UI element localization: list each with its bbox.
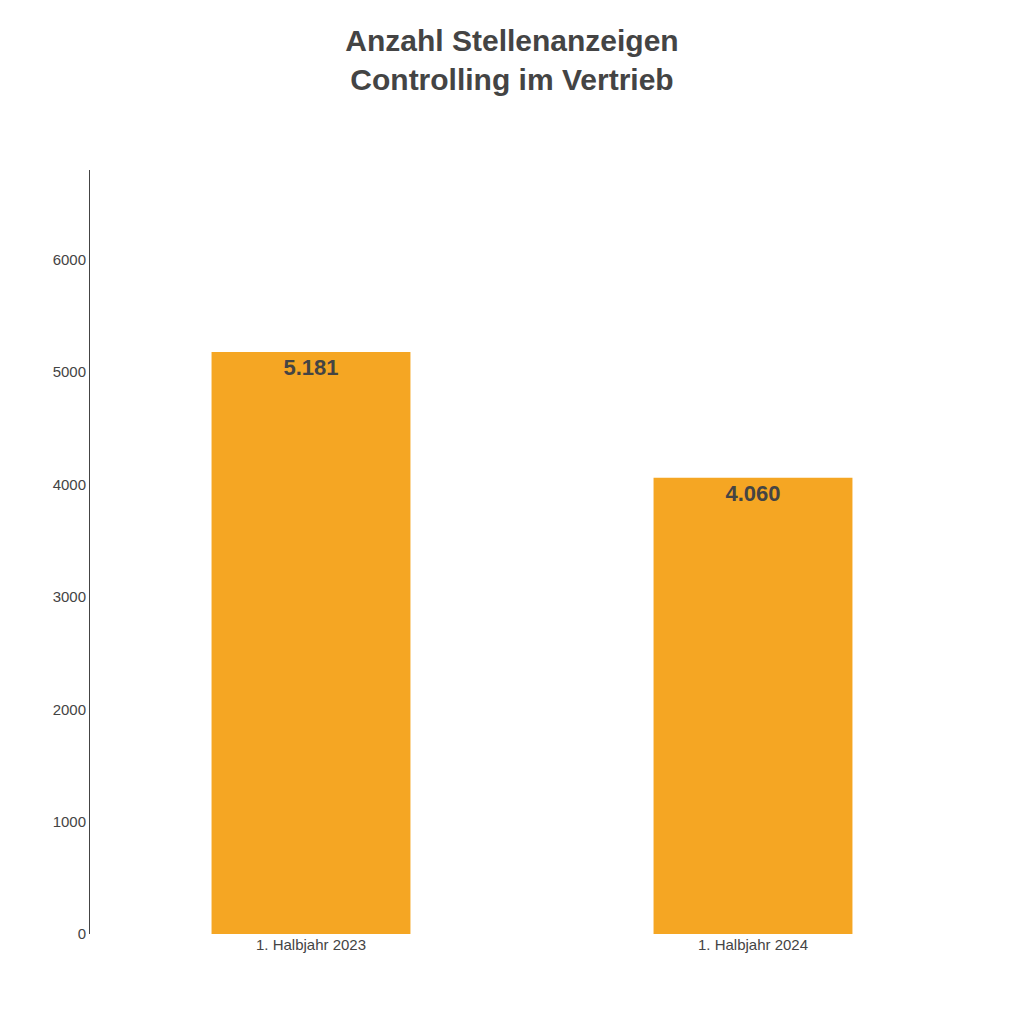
svg-text:4000: 4000 <box>53 476 86 493</box>
svg-text:0: 0 <box>78 925 86 942</box>
svg-text:5000: 5000 <box>53 363 86 380</box>
svg-text:4.060: 4.060 <box>725 481 780 506</box>
svg-text:6000: 6000 <box>53 251 86 268</box>
svg-text:1000: 1000 <box>53 813 86 830</box>
svg-text:5.181: 5.181 <box>283 355 338 380</box>
svg-text:2000: 2000 <box>53 701 86 718</box>
svg-text:3000: 3000 <box>53 588 86 605</box>
svg-text:1. Halbjahr 2024: 1. Halbjahr 2024 <box>698 936 808 953</box>
svg-text:Anzahl StellenanzeigenControll: Anzahl StellenanzeigenControlling im Ver… <box>345 24 678 96</box>
svg-text:1. Halbjahr 2023: 1. Halbjahr 2023 <box>256 936 366 953</box>
